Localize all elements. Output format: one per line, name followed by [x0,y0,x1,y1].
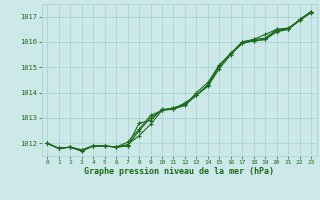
X-axis label: Graphe pression niveau de la mer (hPa): Graphe pression niveau de la mer (hPa) [84,167,274,176]
